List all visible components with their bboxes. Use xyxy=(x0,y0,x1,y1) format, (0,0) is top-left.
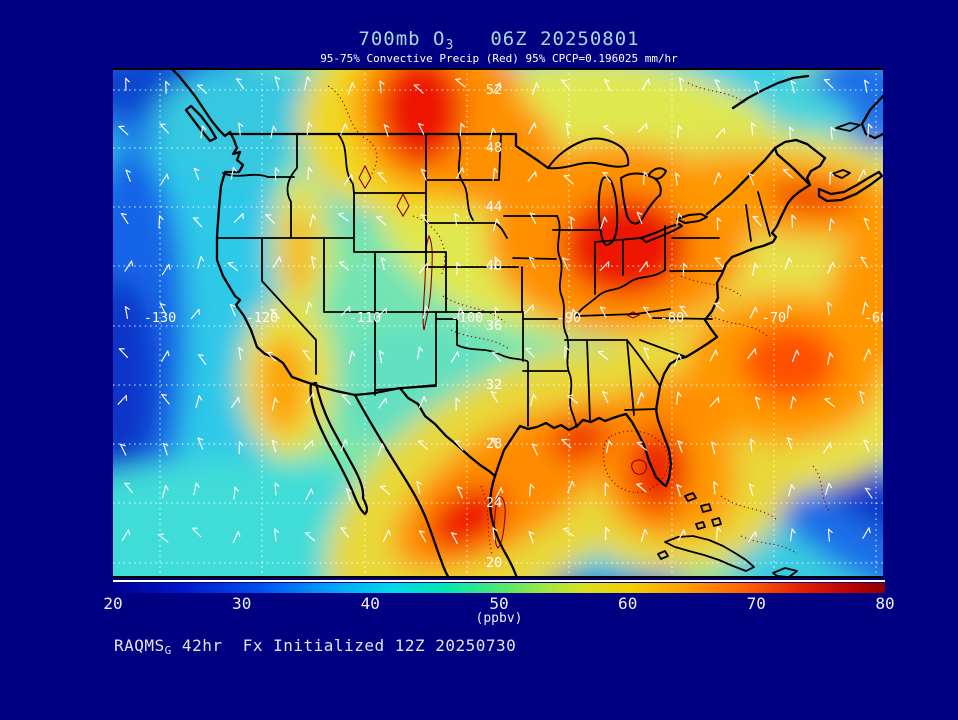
lon-label: -60 xyxy=(864,310,883,326)
lat-label: 48 xyxy=(486,140,502,156)
lon-label: -70 xyxy=(762,310,786,326)
colorbar-tick: 50 xyxy=(489,594,509,613)
model-name: RAQMS xyxy=(114,636,165,655)
lat-label: 52 xyxy=(486,82,502,98)
lon-label: -80 xyxy=(660,310,684,326)
lat-label: 24 xyxy=(486,495,502,511)
lat-label: 20 xyxy=(486,555,502,571)
colorbar-tick: 30 xyxy=(232,594,252,613)
lon-label: -100 xyxy=(451,310,484,326)
colorbar-tick: 40 xyxy=(360,594,380,613)
lat-label: 28 xyxy=(486,436,502,452)
model-run-info: RAQMSG 42hr Fx Initialized 12Z 20250730 xyxy=(114,636,516,657)
colorbar-tick: 60 xyxy=(618,594,638,613)
title-valid-time: 06Z 20250801 xyxy=(490,28,640,50)
lat-label: 40 xyxy=(486,258,502,274)
wind-barbs xyxy=(117,76,873,544)
colorbar-gradient xyxy=(113,583,885,593)
lat-label: 32 xyxy=(486,377,502,393)
title-variable-subscript: 3 xyxy=(445,38,455,53)
plot-subtitle: 95-75% Convective Precip (Red) 95% CPCP=… xyxy=(320,52,678,65)
lon-label: -90 xyxy=(557,310,581,326)
graticule xyxy=(113,68,883,578)
colorbar-tick: 70 xyxy=(746,594,766,613)
model-run-text: 42hr Fx Initialized 12Z 20250730 xyxy=(171,636,517,655)
colorbar-tick: 20 xyxy=(103,594,123,613)
colorbar-ticks: 20 30 40 50 60 70 80 xyxy=(103,594,894,613)
map-area: 52 48 44 40 36 32 28 24 20 -130 -120 -11… xyxy=(113,68,883,578)
colorbar-top-line xyxy=(113,580,885,582)
plot-title: 700mb O3 06Z 20250801 xyxy=(113,28,885,53)
model-name-subscript: G xyxy=(164,644,172,657)
colorbar-unit: (ppbv) xyxy=(475,611,523,626)
grid-labels: 52 48 44 40 36 32 28 24 20 -130 -120 -11… xyxy=(144,82,883,571)
lon-label: -110 xyxy=(349,310,382,326)
great-lakes xyxy=(547,137,708,246)
lat-label: 36 xyxy=(486,318,502,334)
ozone-contour-field xyxy=(113,68,883,578)
precip-contours xyxy=(327,82,830,555)
map-frame xyxy=(113,68,883,578)
lat-label: 44 xyxy=(486,199,502,215)
colorbar-unit-row: (ppbv) xyxy=(113,611,885,627)
lon-label: -130 xyxy=(144,310,177,326)
title-variable: 700mb O xyxy=(358,28,446,50)
ozone-map-svg: 52 48 44 40 36 32 28 24 20 -130 -120 -11… xyxy=(113,68,883,578)
colorbar-tick: 80 xyxy=(875,594,895,613)
lon-label: -120 xyxy=(246,310,279,326)
coastlines xyxy=(169,68,883,578)
